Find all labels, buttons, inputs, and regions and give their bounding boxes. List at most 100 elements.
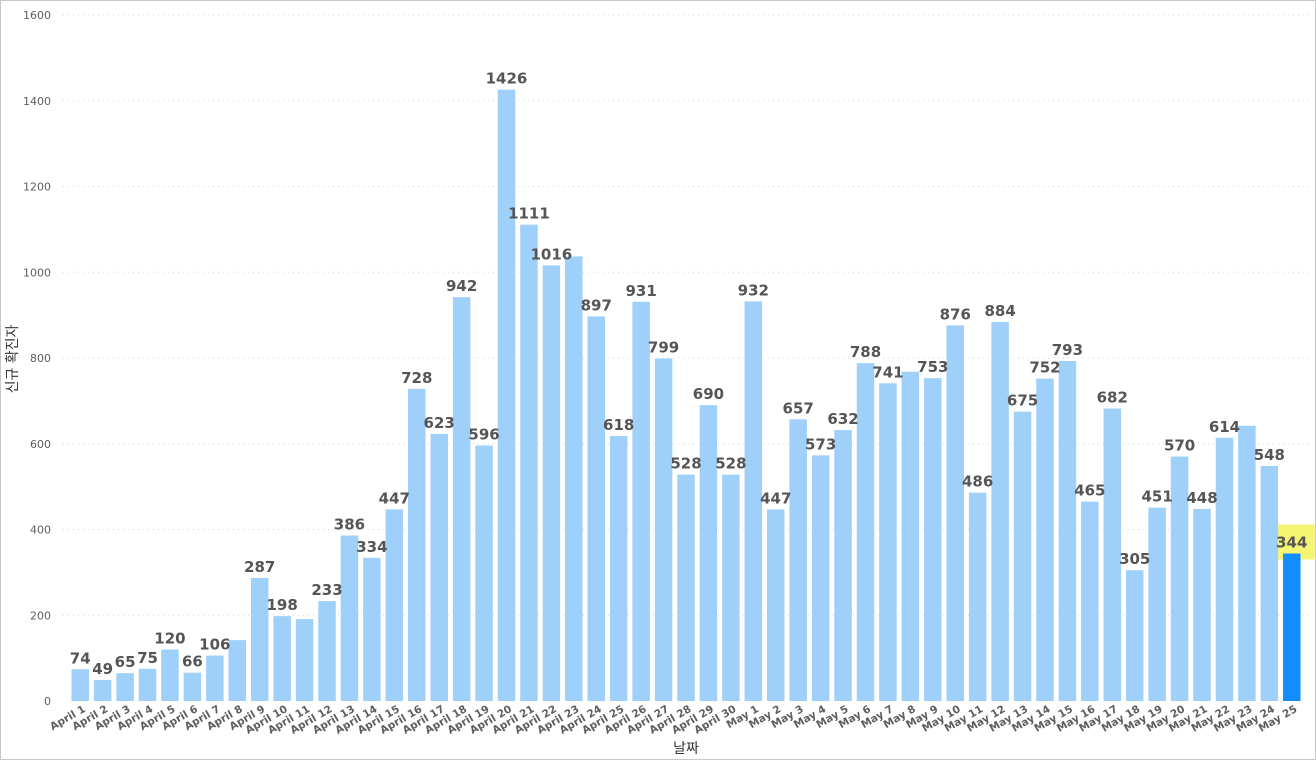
data-label: 618 (603, 416, 634, 434)
data-label: 344 (1276, 534, 1307, 552)
y-tick-label: 0 (44, 695, 51, 708)
data-label: 75 (137, 649, 158, 667)
bar[interactable] (834, 430, 852, 701)
data-label: 465 (1074, 482, 1105, 500)
bar[interactable] (699, 405, 718, 701)
bar[interactable] (924, 378, 942, 701)
bar[interactable] (654, 358, 673, 701)
data-label: 65 (115, 653, 136, 671)
data-label: 66 (182, 653, 203, 671)
data-label: 932 (738, 281, 769, 299)
bar[interactable] (1170, 456, 1189, 701)
bar[interactable] (856, 363, 875, 701)
bar[interactable] (542, 265, 561, 701)
bar[interactable] (183, 672, 202, 701)
y-tick-label: 600 (30, 438, 51, 451)
data-label: 334 (356, 538, 387, 556)
data-label: 942 (446, 277, 477, 295)
data-label: 448 (1186, 489, 1217, 507)
bar[interactable] (1103, 408, 1122, 701)
data-label: 447 (379, 489, 410, 507)
bar[interactable] (385, 509, 404, 701)
bar[interactable] (879, 383, 897, 701)
data-label: 486 (962, 473, 993, 491)
y-tick-label: 1200 (23, 181, 51, 194)
data-label: 528 (715, 455, 746, 473)
bar[interactable] (1058, 361, 1077, 701)
data-label: 741 (872, 363, 903, 381)
data-label: 690 (693, 385, 724, 403)
data-label: 623 (424, 414, 455, 432)
bar[interactable] (991, 321, 1009, 701)
bar[interactable] (475, 445, 493, 701)
bar[interactable] (452, 297, 471, 701)
bar[interactable] (340, 535, 359, 702)
bar[interactable] (206, 655, 224, 701)
grid-layer (63, 14, 1311, 616)
y-tick-label: 400 (30, 524, 51, 537)
y-tick-label: 800 (30, 352, 51, 365)
data-label: 752 (1029, 359, 1060, 377)
data-label: 1111 (508, 205, 550, 223)
bar[interactable] (1238, 425, 1256, 701)
data-label: 305 (1119, 550, 1150, 568)
data-label: 49 (92, 660, 113, 678)
bar[interactable] (1081, 501, 1099, 701)
bar[interactable] (497, 89, 516, 702)
bar[interactable] (609, 436, 628, 701)
bar[interactable] (228, 640, 247, 701)
data-label: 793 (1052, 341, 1083, 359)
y-tick-label: 200 (30, 609, 51, 622)
bars (71, 89, 1301, 702)
bar[interactable] (722, 474, 740, 701)
bar[interactable] (520, 224, 538, 701)
bar[interactable] (250, 577, 269, 701)
bar[interactable] (363, 557, 381, 701)
bar[interactable] (565, 256, 583, 701)
bar[interactable] (1215, 437, 1234, 701)
bar[interactable] (430, 433, 448, 701)
data-label: 799 (648, 338, 679, 356)
bar[interactable] (744, 301, 763, 701)
data-label: 884 (984, 302, 1015, 320)
data-label: 596 (468, 425, 499, 443)
bar[interactable] (946, 325, 964, 701)
bar[interactable] (677, 474, 695, 701)
data-label: 287 (244, 558, 275, 576)
bar[interactable] (273, 616, 291, 701)
y-tick-label: 1600 (23, 9, 51, 22)
bar[interactable] (138, 668, 157, 701)
data-label: 198 (266, 596, 297, 614)
bar[interactable] (587, 316, 606, 701)
bar[interactable] (811, 455, 830, 701)
data-label: 788 (850, 343, 881, 361)
bar[interactable] (1283, 553, 1301, 701)
bar[interactable] (408, 388, 426, 701)
data-label: 548 (1254, 446, 1285, 464)
bar[interactable] (295, 619, 314, 701)
bar[interactable] (767, 509, 785, 701)
bar[interactable] (901, 371, 920, 701)
bar[interactable] (161, 649, 179, 701)
bar[interactable] (1148, 507, 1166, 701)
data-label: 1016 (531, 245, 573, 263)
data-label: 573 (805, 435, 836, 453)
bar[interactable] (1125, 570, 1144, 701)
data-label: 682 (1097, 389, 1128, 407)
bar[interactable] (789, 419, 807, 701)
y-axis: 0 200 400 600 800 1000 1200 1400 1600 (23, 9, 51, 708)
bar[interactable] (968, 492, 987, 701)
bar[interactable] (116, 673, 134, 701)
y-tick-label: 1400 (23, 95, 51, 108)
bar[interactable] (1260, 466, 1279, 701)
bar[interactable] (93, 679, 112, 701)
bar[interactable] (1036, 378, 1054, 701)
bar[interactable] (632, 301, 650, 701)
data-label: 728 (401, 369, 432, 387)
data-label: 570 (1164, 437, 1195, 455)
bar[interactable] (1193, 508, 1211, 701)
bar[interactable] (71, 669, 89, 701)
bar[interactable] (318, 601, 336, 701)
bar[interactable] (1013, 411, 1032, 701)
